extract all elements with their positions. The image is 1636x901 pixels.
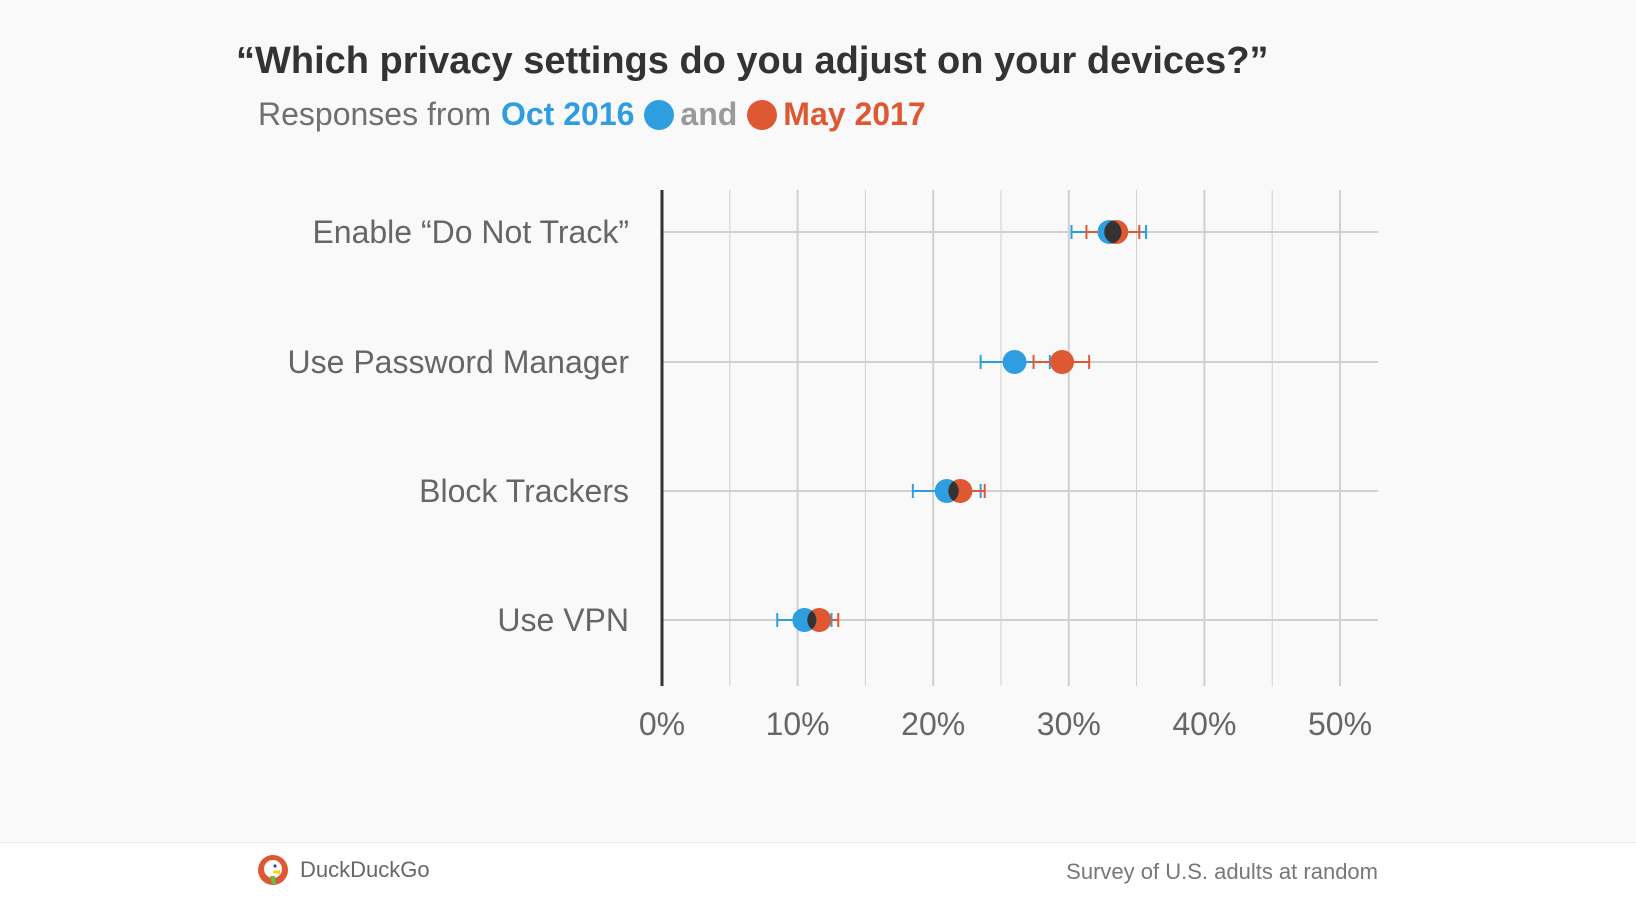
dot-plot-chart: 0% 10% 20% 30% 40% 50% Enable “Do Not Track” Us… — [288, 190, 1378, 742]
chart-title: “Which privacy settings do you adjust on… — [236, 40, 1269, 82]
x-tick-label: 10% — [766, 706, 830, 742]
brand: DuckDuckGo — [258, 855, 430, 885]
x-tick-label: 0% — [639, 706, 685, 742]
footer: DuckDuckGo Survey of U.S. adults at rand… — [0, 842, 1636, 901]
point-may-2017 — [1050, 350, 1075, 374]
point-oct-2016 — [1002, 350, 1027, 374]
x-tick-label: 30% — [1037, 706, 1101, 742]
point-overlap — [948, 481, 959, 501]
x-tick-label: 50% — [1308, 706, 1372, 742]
legend-dot-may-2017 — [747, 99, 778, 130]
category-label: Block Trackers — [419, 473, 629, 509]
subtitle-joiner: and — [680, 96, 738, 132]
brand-name: DuckDuckGo — [300, 857, 430, 882]
subtitle-prefix: Responses from — [258, 96, 491, 132]
x-tick-label: 20% — [901, 706, 965, 742]
source-note: Survey of U.S. adults at random — [1066, 859, 1378, 884]
point-overlap — [1104, 220, 1122, 244]
category-label: Enable “Do Not Track” — [312, 214, 629, 250]
legend-label-may-2017: May 2017 — [783, 96, 926, 132]
category-label: Use VPN — [497, 602, 629, 638]
legend-label-oct-2016: Oct 2016 — [500, 96, 635, 132]
chart-subtitle: Responses from Oct 2016 and May 2017 — [258, 96, 926, 133]
x-tick-label: 40% — [1172, 706, 1236, 742]
category-label: Use Password Manager — [288, 344, 630, 380]
duckduckgo-logo-icon — [258, 855, 288, 885]
legend-dot-oct-2016 — [644, 99, 675, 130]
point-overlap — [807, 610, 817, 630]
